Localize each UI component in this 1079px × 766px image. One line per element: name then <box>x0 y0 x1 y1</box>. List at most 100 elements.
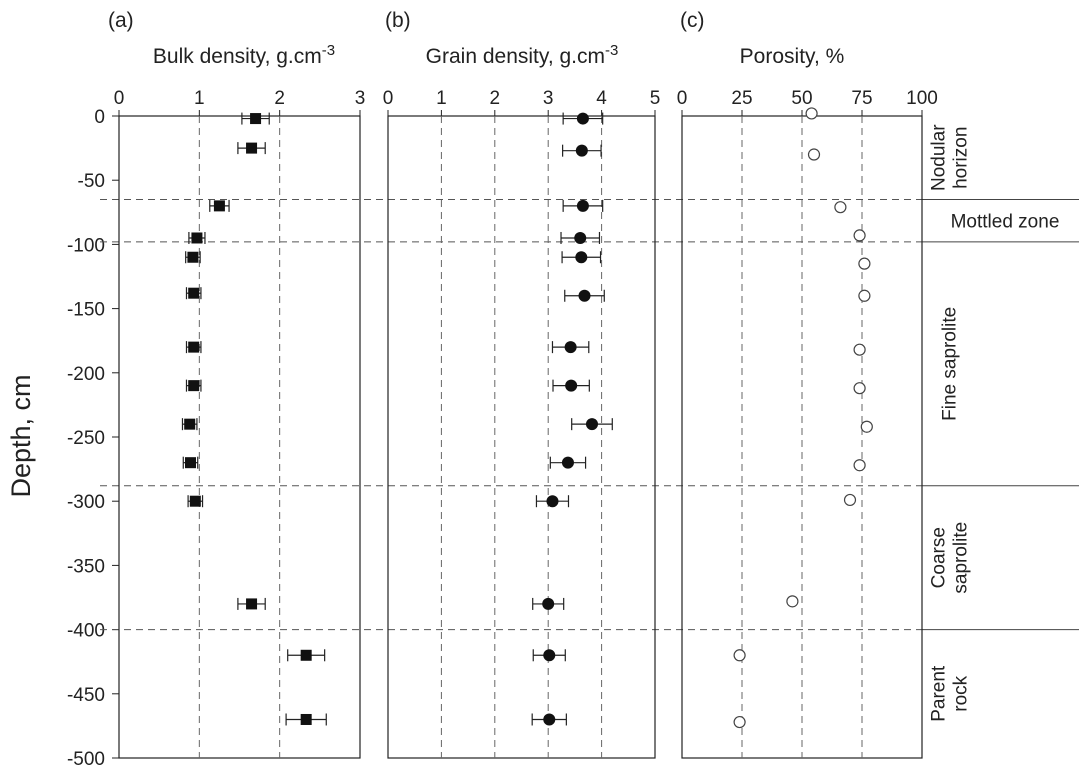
x-tick-label: 5 <box>650 88 661 109</box>
zone-fine-saprolite: Fine saprolite <box>940 307 961 421</box>
data-point <box>188 287 200 299</box>
data-point <box>576 199 589 212</box>
panels: 0 1 2 3 (a) Bulk density, g.cm-3 0 1 2 3 4 5 (b) Grai… <box>108 9 938 759</box>
panel-letter: (b) <box>385 9 411 32</box>
depth-axis: 0 -50 -100 -150 -200 -250 -300 -350 -400 -450 -500 <box>67 107 119 766</box>
data-point <box>574 231 587 244</box>
panel-title-superscript: -3 <box>322 42 335 59</box>
zone-mottled-zone: Mottled zone <box>951 212 1060 233</box>
panel-letter: (c) <box>680 9 705 32</box>
zone-nodular-horizon: Nodular horizon <box>929 124 972 191</box>
zone-labels: Nodular horizon Mottled zone Fine saprolite… <box>929 124 1060 722</box>
y-tick-label: -400 <box>67 621 105 642</box>
zone-boundaries <box>100 198 1079 631</box>
data-point <box>213 200 225 212</box>
data-point <box>189 495 201 507</box>
data-point <box>858 257 871 270</box>
panel-c: 0 25 50 75 100 (c) Porosity, % <box>677 9 938 759</box>
zone-label: Parent <box>929 665 950 722</box>
panel-title-superscript: -3 <box>605 42 618 59</box>
data-point <box>853 229 866 242</box>
data-point <box>805 107 818 120</box>
data-point <box>578 289 591 302</box>
data-point <box>575 251 588 264</box>
x-tick-label: 50 <box>791 88 812 109</box>
x-tick-label: 0 <box>114 88 125 109</box>
panel-title: Porosity, % <box>740 45 845 68</box>
x-tick-label: 4 <box>596 88 607 109</box>
data-point <box>786 595 799 608</box>
x-tick-label: 1 <box>436 88 447 109</box>
y-tick-label: -150 <box>67 300 105 321</box>
panel-b: 0 1 2 3 4 5 (b) Grain density, g.cm-3 <box>383 9 661 759</box>
data-point <box>576 112 589 125</box>
data-point <box>543 649 556 662</box>
data-point <box>188 380 200 392</box>
x-tick-label: 3 <box>355 88 366 109</box>
panel-letter: (a) <box>108 9 134 32</box>
zone-label: rock <box>951 675 972 711</box>
panel-title: Grain density, g.cm-3 <box>426 42 619 68</box>
x-tick-label: 2 <box>490 88 501 109</box>
panel-frame <box>387 115 656 759</box>
x-tick-label: 1 <box>194 88 205 109</box>
x-tick-label: 0 <box>677 88 688 109</box>
data-point <box>300 649 312 661</box>
data-point <box>843 493 857 507</box>
data-point <box>184 418 196 430</box>
zone-coarse-saprolite: Coarse saprolite <box>929 522 972 594</box>
data-point <box>853 382 866 395</box>
y-tick-label: -100 <box>67 235 105 256</box>
zone-parent-rock: Parent rock <box>929 665 972 722</box>
zone-label: Mottled zone <box>951 212 1060 233</box>
data-point <box>853 459 866 472</box>
data-point <box>561 456 574 469</box>
zone-label: saprolite <box>951 522 972 594</box>
y-tick-label: -50 <box>78 171 105 192</box>
data-point <box>860 420 873 433</box>
data-point <box>184 457 196 469</box>
y-tick-label: -450 <box>67 685 105 706</box>
data-point <box>733 649 746 662</box>
data-point <box>565 379 578 392</box>
x-tick-label: 75 <box>851 88 872 109</box>
panel-title: Bulk density, g.cm-3 <box>153 42 335 68</box>
x-tick-label: 100 <box>906 88 938 109</box>
y-tick-label: -250 <box>67 428 105 449</box>
data-point <box>246 598 258 610</box>
data-point <box>300 713 312 725</box>
panel-a: 0 1 2 3 (a) Bulk density, g.cm-3 <box>108 9 366 759</box>
zone-label: Coarse <box>929 527 950 588</box>
data-point <box>546 495 559 508</box>
y-tick-label: 0 <box>94 107 105 128</box>
panel-frame <box>118 115 361 759</box>
data-point <box>542 597 555 610</box>
y-tick-label: -300 <box>67 492 105 513</box>
data-point <box>585 418 598 431</box>
y-tick-label: -200 <box>67 364 105 385</box>
zone-label: Fine saprolite <box>940 307 961 421</box>
data-point <box>564 341 577 354</box>
data-point <box>187 251 199 263</box>
x-tick-label: 3 <box>543 88 554 109</box>
data-point <box>853 343 866 356</box>
x-tick-label: 0 <box>383 88 394 109</box>
data-point <box>250 113 262 125</box>
data-point <box>191 232 203 244</box>
data-point <box>834 201 847 214</box>
y-axis-label: Depth, cm <box>6 374 36 497</box>
zone-label: Nodular <box>929 124 950 191</box>
data-point <box>543 713 556 726</box>
data-point <box>188 341 200 353</box>
zone-label: horizon <box>951 127 972 189</box>
x-tick-label: 25 <box>731 88 752 109</box>
data-point <box>575 144 588 157</box>
y-tick-label: -500 <box>67 749 105 766</box>
x-tick-label: 2 <box>274 88 285 109</box>
data-point <box>733 715 746 729</box>
data-point <box>246 142 258 154</box>
data-point <box>858 289 871 302</box>
data-point <box>807 148 821 161</box>
y-tick-label: -350 <box>67 556 105 577</box>
